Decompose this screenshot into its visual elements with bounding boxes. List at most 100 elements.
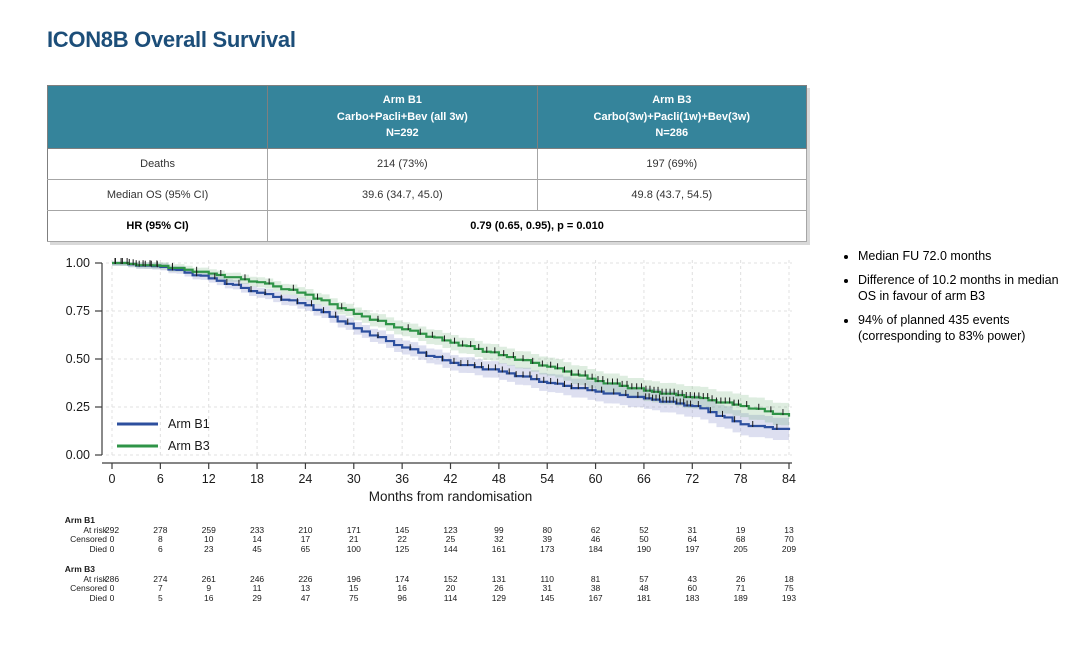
table-row-median-os: Median OS (95% CI) 39.6 (34.7, 45.0) 49.… [46,178,808,211]
at-risk-value: 48 [639,583,649,593]
confidence-band-arm-b1 [112,262,789,442]
at-risk-value: 205 [733,543,748,554]
at-risk-value: 0 [109,592,115,603]
at-risk-value: 13 [784,524,794,535]
at-risk-value: 181 [636,592,652,603]
arm-b1-name: Arm B1 [382,94,422,106]
plot-axes: 0.00 0.25 0.50 0.75 1.00 0 6 12 18 24 30 36 42 48 54 60… [66,256,796,504]
at-risk-value: 60 [687,583,698,593]
median-os-b1-value: 39.6 (34.7, 45.0) [267,178,538,211]
summary-table-arm-b3-header: Arm B3 Carbo(3w)+Pacli(1w)+Bev(3w) N=286 [536,85,808,149]
summary-table: Arm B1 Carbo+Pacli+Bev (all 3w) N=292 Ar… [46,85,808,242]
summary-table-corner-cell [46,85,269,149]
x-tick-label: 24 [298,472,312,486]
at-risk-value: 125 [395,543,410,554]
at-risk-value: 197 [685,543,700,554]
at-risk-value: 174 [395,573,410,584]
x-tick-label: 18 [250,472,264,486]
arm-b3-name: Arm B3 [652,94,692,106]
at-risk-value: 25 [445,534,456,544]
at-risk-value: 114 [443,592,458,603]
at-risk-value: 0 [109,583,115,593]
at-risk-value: 9 [206,583,212,593]
at-risk-value: 123 [443,524,458,535]
x-tick-label: 6 [157,472,164,486]
at-risk-value: 52 [639,524,649,535]
at-risk-value: 65 [300,543,311,554]
key-points-list: Median FU 72.0 months Difference of 10.2… [843,248,1077,344]
at-risk-value: 261 [201,573,216,584]
at-risk-value: 145 [395,524,410,535]
key-points: Median FU 72.0 months Difference of 10.2… [843,248,1077,352]
at-risk-value: 5 [157,592,163,603]
at-risk-value: 31 [687,524,698,535]
x-tick-label: 36 [395,472,409,486]
at-risk-value: 144 [443,543,458,554]
censor-ticks-arm-b3 [114,258,784,416]
at-risk-arm-name: Arm B1 [64,515,95,525]
at-risk-value: 189 [733,592,748,603]
at-risk-value: 17 [300,534,311,544]
at-risk-value: 8 [157,534,163,544]
bullet-median-fu: Median FU 72.0 months [858,248,1077,264]
hr-label: HR (95% CI) [46,209,269,242]
at-risk-value: 193 [781,592,797,603]
at-risk-value: 10 [203,534,214,544]
table-row-deaths: Deaths 214 (73%) 197 (69%) [46,147,808,180]
deaths-b3-value: 197 (69%) [536,147,808,180]
at-risk-row-label: Died [89,592,107,603]
at-risk-value: 47 [300,592,311,603]
at-risk-value: 233 [249,524,265,535]
at-risk-value: 100 [346,543,361,554]
arm-b3-n: N=286 [655,127,689,139]
at-risk-value: 64 [687,534,698,544]
at-risk-value: 190 [636,543,652,554]
x-tick-label: 66 [637,472,651,486]
bullet-events-power: 94% of planned 435 events (corresponding… [858,312,1077,344]
at-risk-value: 209 [781,543,797,554]
at-risk-value: 70 [784,534,794,544]
at-risk-value: 31 [542,583,552,593]
at-risk-value: 23 [203,543,214,554]
legend-label-arm-b3: Arm B3 [168,439,210,453]
at-risk-row-label: Censored [70,583,107,593]
summary-table-header-row: Arm B1 Carbo+Pacli+Bev (all 3w) N=292 Ar… [46,85,808,149]
at-risk-value: 38 [590,583,601,593]
y-tick-label: 0.00 [66,448,90,462]
at-risk-value: 68 [735,534,746,544]
at-risk-value: 26 [735,573,746,584]
x-tick-label: 12 [202,472,216,486]
at-risk-value: 131 [491,573,506,584]
at-risk-value: 171 [346,524,361,535]
at-risk-value: 96 [397,592,407,603]
arm-b1-regimen: Carbo+Pacli+Bev (all 3w) [336,110,468,123]
at-risk-value: 14 [252,534,262,544]
x-tick-label: 0 [109,472,116,486]
at-risk-row-label: At risk [83,573,107,584]
at-risk-value: 274 [153,573,168,584]
at-risk-row-label: Died [89,543,107,554]
x-tick-label: 30 [347,472,361,486]
at-risk-value: 71 [735,583,746,593]
arm-b3-regimen: Carbo(3w)+Pacli(1w)+Bev(3w) [593,110,751,123]
at-risk-arm-name: Arm B3 [64,564,95,574]
x-tick-label: 42 [444,472,458,486]
at-risk-value: 196 [346,573,361,584]
x-tick-label: 48 [492,472,506,486]
at-risk-value: 259 [201,524,216,535]
at-risk-value: 13 [300,583,311,593]
at-risk-value: 75 [784,583,794,593]
at-risk-value: 173 [540,543,555,554]
at-risk-value: 161 [491,543,506,554]
at-risk-value: 184 [588,543,603,554]
at-risk-row-label: Censored [70,534,107,544]
at-risk-value: 99 [494,524,504,535]
at-risk-value: 46 [590,534,601,544]
x-tick-label: 54 [540,472,554,486]
at-risk-value: 16 [203,592,214,603]
at-risk-value: 210 [298,524,313,535]
at-risk-value: 129 [491,592,506,603]
at-risk-value: 167 [588,592,603,603]
at-risk-value: 152 [443,573,458,584]
legend-label-arm-b1: Arm B1 [168,417,210,431]
